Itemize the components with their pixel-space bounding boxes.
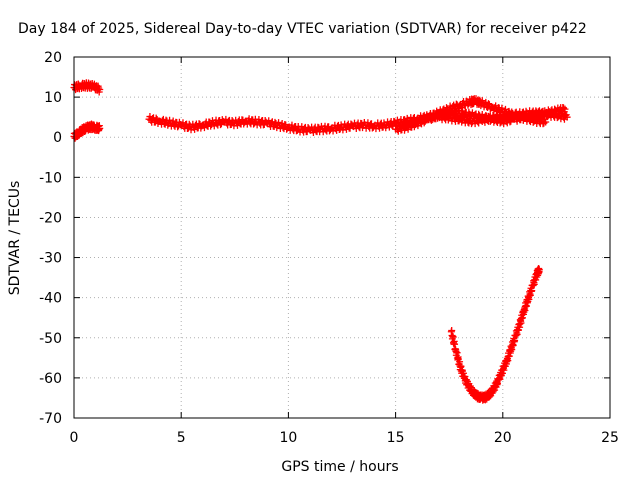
y-tick-label: -60: [39, 371, 62, 387]
x-tick-label: 20: [494, 430, 512, 446]
y-tick-label: 10: [44, 90, 62, 106]
y-tick-label: 0: [53, 130, 62, 146]
chart-title: Day 184 of 2025, Sidereal Day-to-day VTE…: [18, 21, 587, 37]
data-point-second-branch: [561, 105, 569, 113]
data-point-second-branch: [560, 104, 568, 112]
data-point-descending-branch: [498, 104, 506, 112]
data-point-second-branch: [485, 112, 493, 120]
data-point-high-segment: [96, 85, 104, 93]
y-tick-label: -70: [39, 411, 62, 427]
axis-ticks: 0 5 10 15 20 25 -70 -60 -50 -40 -30 -20 -10 0 10 20: [39, 50, 619, 446]
y-tick-label: -10: [39, 170, 62, 186]
y-tick-label: -50: [39, 331, 62, 347]
x-axis-label: GPS time / hours: [281, 459, 398, 475]
data-point-main-arc: [563, 113, 571, 121]
data-point-second-branch: [430, 115, 438, 123]
y-tick-label: 20: [44, 50, 62, 66]
y-tick-label: -40: [39, 291, 62, 307]
x-tick-label: 0: [70, 430, 79, 446]
x-tick-label: 15: [387, 430, 405, 446]
data-point-descending-branch: [542, 118, 550, 126]
y-tick-label: -20: [39, 210, 62, 226]
data-point-dip: [535, 266, 543, 274]
plot-frame: [73, 56, 611, 419]
grid: [74, 57, 610, 418]
data-point-low-segment: [96, 124, 104, 132]
data-points: [70, 79, 571, 404]
y-tick-label: -30: [39, 251, 62, 267]
data-point-second-branch: [420, 119, 428, 127]
x-tick-label: 5: [177, 430, 186, 446]
x-tick-label: 10: [279, 430, 297, 446]
y-axis-label: SDTVAR / TECUs: [7, 181, 23, 296]
x-tick-label: 25: [601, 430, 619, 446]
data-point-descending-branch: [485, 100, 493, 108]
